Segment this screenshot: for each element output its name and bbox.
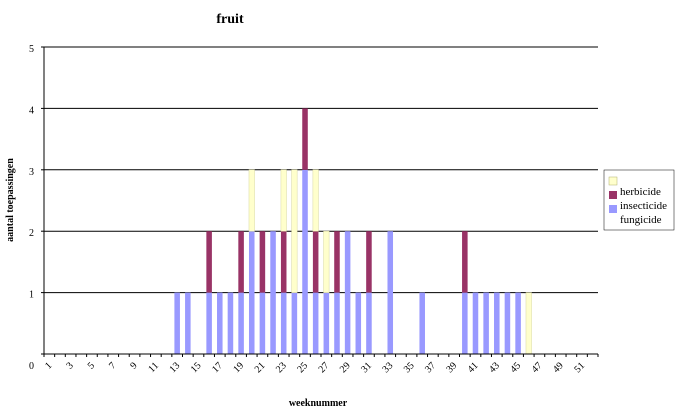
x-tick-label: 37 <box>423 360 438 375</box>
bar-insecticide-week-28 <box>334 231 340 293</box>
chart-title: fruit <box>216 12 244 27</box>
bar-fungicide-week-21 <box>259 292 266 354</box>
bar-insecticide-week-21 <box>259 231 266 293</box>
gridlines <box>44 46 598 294</box>
y-tick-label: 0 <box>29 361 34 372</box>
legend-swatch-insecticide <box>609 191 617 199</box>
y-tick-label: 4 <box>29 105 34 116</box>
bar-fungicide-week-17 <box>217 292 223 354</box>
x-tick-labels: 1 3 5 7 9 11 13 15 17 19 21 23 25 27 29 31 33 35 37 39 41 43 4… <box>43 360 587 375</box>
legend-label-fungicide: fungicide <box>620 214 662 226</box>
bar-fungicide-week-42 <box>483 292 489 354</box>
legend: herbicide insecticide fungicide <box>603 169 675 231</box>
bar-insecticide-week-26 <box>312 231 319 293</box>
bar-fungicide-week-22 <box>270 231 276 354</box>
x-tick-label: 45 <box>508 360 523 375</box>
x-axis-title: weeknummer <box>289 398 348 406</box>
y-tick-label: 3 <box>29 167 34 178</box>
bar-fungicide-week-20 <box>248 231 255 354</box>
x-tick-label: 5 <box>86 360 97 371</box>
bar-fungicide-week-31 <box>366 292 372 354</box>
x-tick-label: 49 <box>551 360 566 375</box>
y-tick-label: 1 <box>29 290 34 301</box>
bar-insecticide-week-19 <box>238 231 244 293</box>
legend-label-herbicide: herbicide <box>620 186 661 198</box>
bar-fungicide-week-18 <box>227 292 234 354</box>
bar-fungicide-week-30 <box>355 292 362 354</box>
x-tick-label: 1 <box>43 360 54 371</box>
bar-fungicide-week-24 <box>291 292 298 354</box>
legend-label-insecticide: insecticide <box>620 200 667 212</box>
x-tick-label: 51 <box>572 360 587 375</box>
x-tick-label: 43 <box>487 360 502 375</box>
x-tick-label: 9 <box>128 360 139 371</box>
x-tick-label: 3 <box>64 360 75 371</box>
x-tick-label: 35 <box>402 360 417 375</box>
x-tick-label: 25 <box>295 360 310 375</box>
x-tick-label: 17 <box>210 360 225 375</box>
y-tick-labels: 0 1 2 3 4 5 <box>29 44 34 372</box>
bars <box>174 108 532 355</box>
x-tick-label: 15 <box>189 360 204 375</box>
bar-fungicide-week-28 <box>334 292 340 354</box>
bar-insecticide-week-31 <box>366 231 372 293</box>
bar-herbicide-week-24 <box>291 169 298 293</box>
x-tick-label: 7 <box>107 360 118 371</box>
bar-insecticide-week-40 <box>462 231 468 293</box>
x-tick-label: 13 <box>167 360 182 375</box>
bar-fungicide-week-44 <box>504 292 511 354</box>
bar-fungicide-week-19 <box>238 292 244 354</box>
bar-herbicide-week-27 <box>323 230 330 293</box>
x-tick-label: 21 <box>253 360 268 375</box>
bar-fungicide-week-23 <box>280 292 287 354</box>
bar-insecticide-week-25 <box>302 108 308 170</box>
legend-swatch-herbicide <box>608 176 618 186</box>
y-tick-label: 5 <box>29 44 34 55</box>
x-tick-label: 41 <box>466 360 481 375</box>
x-tick-label: 39 <box>444 360 459 375</box>
bar-fungicide-week-33 <box>387 231 394 354</box>
x-tick-label: 47 <box>530 360 545 375</box>
bar-fungicide-week-45 <box>515 292 521 354</box>
bar-fungicide-week-26 <box>312 292 319 354</box>
x-tick-label: 33 <box>381 360 396 375</box>
bar-herbicide-week-20 <box>248 169 255 232</box>
bar-herbicide-week-46 <box>525 292 532 355</box>
bar-herbicide-week-26 <box>312 169 319 232</box>
y-tick-label: 2 <box>29 228 34 239</box>
bar-fungicide-week-40 <box>462 292 468 354</box>
bar-fungicide-week-29 <box>344 231 351 354</box>
bar-insecticide-week-23 <box>280 231 287 293</box>
x-tick-label: 31 <box>359 360 374 375</box>
bar-herbicide-week-23 <box>280 169 287 232</box>
bar-insecticide-week-16 <box>206 231 212 293</box>
bar-fungicide-week-27 <box>323 292 330 354</box>
bar-fungicide-week-43 <box>494 292 500 354</box>
bar-fungicide-week-13 <box>174 292 180 354</box>
bar-fungicide-week-16 <box>206 292 212 354</box>
bar-fungicide-week-36 <box>419 292 425 354</box>
legend-swatch-fungicide <box>609 205 617 213</box>
x-tick-label: 29 <box>338 360 353 375</box>
bar-fungicide-week-14 <box>185 292 191 354</box>
bar-fungicide-week-41 <box>472 292 479 354</box>
x-tick-label: 23 <box>274 360 289 375</box>
x-tick-label: 19 <box>231 360 246 375</box>
bar-fungicide-week-25 <box>302 169 308 354</box>
x-tick-label: 27 <box>317 360 332 375</box>
x-tick-label: 11 <box>146 360 161 375</box>
y-axis-title: aantal toepassingen <box>5 158 16 242</box>
axes <box>41 46 599 357</box>
